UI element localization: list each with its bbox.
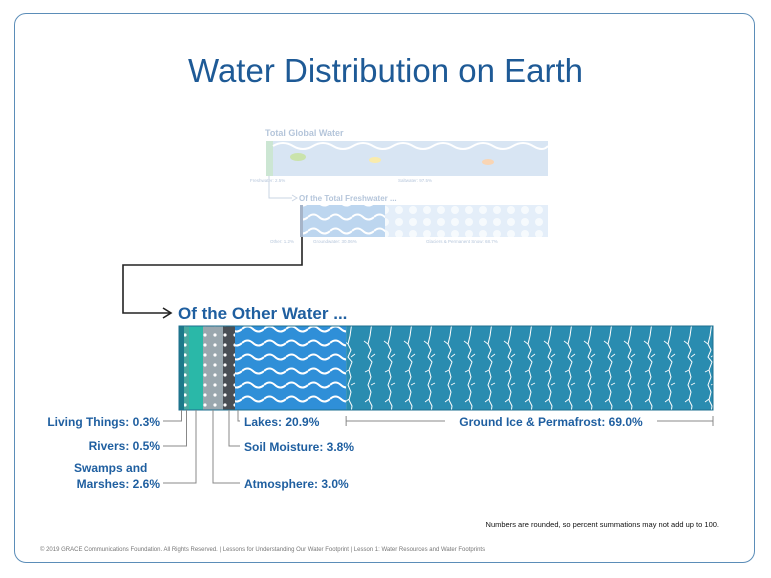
- leader-lines: [163, 410, 714, 484]
- other-water-bar: [178, 325, 714, 411]
- glaciers-label: Glaciers & Permanent Snow: 68.7%: [426, 239, 498, 244]
- label-atmosphere: Atmosphere: 3.0%: [244, 477, 349, 491]
- freshwater-label: Freshwater: 2.5%: [250, 178, 285, 183]
- bar-texture-atmosphere: [203, 326, 223, 410]
- bar-texture-ground-ice-permafrost: [346, 326, 713, 410]
- other-freshwater-segment: [300, 205, 303, 237]
- rounding-note: Numbers are rounded, so percent summatio…: [485, 520, 719, 529]
- bar-segment-living-things: [179, 326, 184, 410]
- connector-arrow: [122, 237, 303, 314]
- page-title: Water Distribution on Earth: [188, 52, 583, 89]
- label-lakes: Lakes: 20.9%: [244, 415, 320, 429]
- label-soil-moisture: Soil Moisture: 3.8%: [244, 440, 354, 454]
- fish-icon: [290, 153, 306, 161]
- bar-texture-soil-moisture: [223, 326, 235, 410]
- fish-icon: [482, 159, 494, 165]
- leader-swamps: [163, 410, 197, 484]
- leader-living-things: [163, 410, 182, 422]
- total-global-water-title: Total Global Water: [265, 128, 344, 138]
- label-ground-ice: Ground Ice & Permafrost: 69.0%: [459, 415, 643, 429]
- footer-text: © 2019 GRACE Communications Foundation. …: [40, 547, 486, 553]
- leader-atmosphere: [212, 410, 240, 484]
- leader-rivers: [163, 410, 187, 447]
- leader-ground-ice: [345, 416, 714, 426]
- total-global-water-panel: Total Global Water Freshwater: 2.5% Salt…: [250, 128, 549, 202]
- saltwater-segment: [273, 141, 548, 176]
- freshwater-segment: [266, 141, 273, 176]
- label-swamps-line1: Swamps and: [74, 461, 147, 475]
- bar-texture-rivers: [184, 326, 189, 410]
- bar-outline: [178, 325, 714, 411]
- other-freshwater-label: Other: 1.2%: [270, 239, 294, 244]
- label-swamps-line2: Marshes: 2.6%: [77, 477, 161, 491]
- other-water-title: Of the Other Water ...: [178, 304, 347, 323]
- fish-icon: [369, 157, 381, 163]
- leader-lakes: [237, 410, 240, 422]
- groundwater-label: Groundwater: 30.06%: [313, 239, 357, 244]
- arrow-head-icon: [162, 307, 173, 319]
- bar-texture-lakes: [235, 326, 347, 410]
- saltwater-label: Saltwater: 97.5%: [398, 178, 432, 183]
- total-freshwater-panel: Of the Total Freshwater ... Other: 1.2% …: [270, 194, 548, 244]
- slide-frame: [14, 13, 755, 563]
- label-living-things: Living Things: 0.3%: [47, 415, 160, 429]
- leader-soil-moisture: [228, 410, 240, 447]
- bar-segment-swamps-marshes: [189, 326, 203, 410]
- label-rivers: Rivers: 0.5%: [89, 439, 161, 453]
- total-freshwater-title: Of the Total Freshwater ...: [299, 194, 397, 203]
